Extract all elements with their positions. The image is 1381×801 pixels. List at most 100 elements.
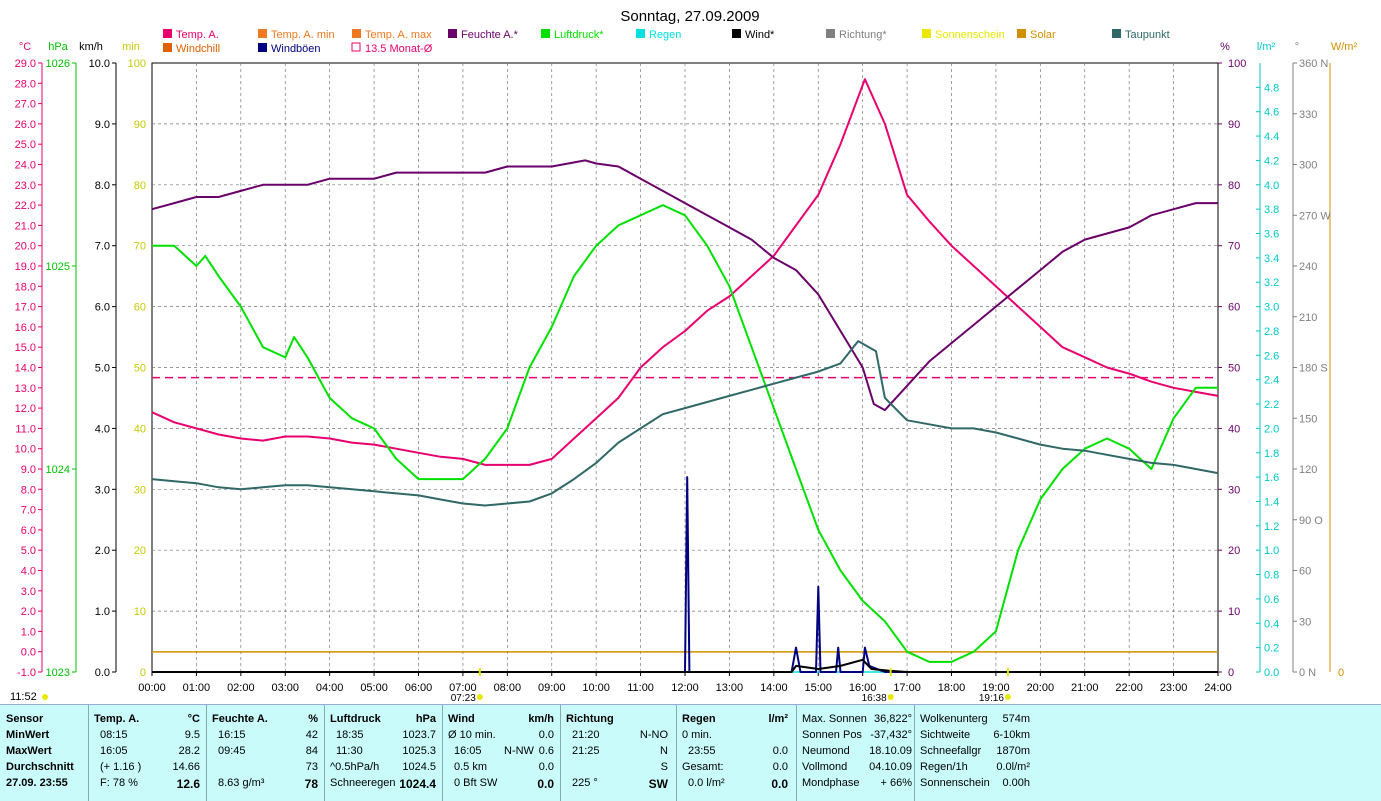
sun-tick-label: 0 <box>140 667 146 679</box>
stats-header: Sensor <box>6 713 44 725</box>
stats-cell: 0.0 <box>538 729 554 741</box>
temp-tick-label: 13.0 <box>15 383 36 395</box>
sun-tick-label: 80 <box>134 180 146 192</box>
legend-swatch <box>826 29 835 38</box>
time-tick-label: 21:00 <box>1071 682 1099 694</box>
time-tick-label: 23:00 <box>1160 682 1188 694</box>
legend-label: 13.5 Monat-Ø <box>365 43 433 55</box>
direction-tick-label: 180 S <box>1299 363 1328 375</box>
time-tick-label: 11:00 <box>627 682 654 694</box>
chart-axes: 29.0 28.0 27.0 26.0 25.0 24.0 23.0 22.0 21.0 20.0… <box>15 58 1345 694</box>
stats-cell: 23:55 <box>688 745 716 757</box>
stats-cell: 14.66 <box>172 761 200 773</box>
chart-legend: Temp. A. Temp. A. min Temp. A. max Feuchte … <box>163 29 1170 55</box>
temp-tick-label: -1.0 <box>17 667 36 679</box>
time-tick-label: 03:00 <box>271 682 299 694</box>
temp-tick-label: 15.0 <box>15 342 36 354</box>
series-line <box>152 204 1218 663</box>
temp-tick-label: 4.0 <box>21 566 36 578</box>
time-tick-label: 16:00 <box>849 682 877 694</box>
legend-label: Windböen <box>271 43 321 55</box>
legend-label: Windchill <box>176 43 220 55</box>
temp-tick-label: 29.0 <box>15 58 36 70</box>
direction-unit-label: ° <box>1295 41 1299 53</box>
legend-label: Temp. A. max <box>365 29 432 41</box>
stats-cell: -37,432° <box>870 729 912 741</box>
series-line <box>152 476 1218 673</box>
time-tick-label: 09:00 <box>538 682 566 694</box>
temp-tick-label: 8.0 <box>21 484 36 496</box>
direction-tick-label: 90 O <box>1299 515 1323 527</box>
rain-tick-label: 2.2 <box>1264 399 1279 411</box>
stats-header: Feuchte A. <box>212 713 268 725</box>
humidity-tick-label: 100 <box>1228 58 1246 70</box>
temp-unit-label: °C <box>19 41 31 53</box>
legend-swatch <box>636 29 645 38</box>
stats-cell: Vollmond <box>802 761 848 773</box>
stats-header: Luftdruck <box>330 713 381 725</box>
series-line <box>151 78 1219 466</box>
humidity-tick-label: 30 <box>1228 484 1240 496</box>
time-tick-label: 07:00 <box>449 682 477 694</box>
stats-cell: 21:20 <box>572 729 600 741</box>
wind-tick-label: 0.0 <box>95 667 110 679</box>
time-tick-label: 18:00 <box>938 682 966 694</box>
pressure-tick-label: 1025 <box>46 261 70 273</box>
legend-swatch <box>258 29 267 38</box>
stats-cell: 0.0 <box>772 745 788 757</box>
wind-tick-label: 10.0 <box>89 58 110 70</box>
wind-tick-label: 9.0 <box>95 119 110 131</box>
time-tick-label: 22:00 <box>1115 682 1143 694</box>
rain-tick-label: 3.4 <box>1264 253 1279 265</box>
rain-tick-label: 0.0 <box>1264 667 1279 679</box>
rain-tick-label: 3.8 <box>1264 204 1279 216</box>
stats-cell: 12.6 <box>176 777 200 791</box>
legend-label: Sonnenschein <box>935 29 1005 41</box>
temp-tick-label: 7.0 <box>21 505 36 517</box>
sun-icon <box>42 694 48 700</box>
legend-swatch <box>1017 29 1026 38</box>
temp-tick-label: 0.0 <box>21 647 36 659</box>
direction-tick-label: 240 <box>1299 261 1317 273</box>
time-tick-label: 01:00 <box>183 682 211 694</box>
temp-tick-label: 18.0 <box>15 281 36 293</box>
time-markers: 07:23 16:38 19:16 <box>451 668 1011 704</box>
temp-tick-label: 21.0 <box>15 220 36 232</box>
wind-tick-label: 5.0 <box>95 363 110 375</box>
rain-tick-label: 3.6 <box>1264 229 1279 241</box>
rain-tick-label: 4.2 <box>1264 155 1279 167</box>
stats-cell: 21:25 <box>572 745 600 757</box>
sun-tick-label: 30 <box>134 484 146 496</box>
stats-cell: 225 ° <box>572 777 598 789</box>
legend-swatch <box>732 29 741 38</box>
wind-tick-label: 7.0 <box>95 241 110 253</box>
time-tick-label: 15:00 <box>804 682 832 694</box>
series-line <box>151 159 1218 412</box>
stats-cell: 18.10.09 <box>869 745 912 757</box>
stats-cell: Schneefallgr <box>920 745 982 757</box>
temp-tick-label: 6.0 <box>21 525 36 537</box>
stats-cell: 0.5 km <box>454 761 488 773</box>
sun-tick-label: 20 <box>134 545 146 557</box>
stats-cell: 08:15 <box>100 729 128 741</box>
stats-cell: Mondphase <box>802 777 860 789</box>
sun-icon <box>1004 694 1011 700</box>
stats-misc-column: Wolkenunterg 574m Sichtweite 6-10km Schn… <box>920 709 1030 799</box>
stats-header: Wind <box>448 713 475 725</box>
stats-cell: N-NO <box>639 729 668 741</box>
temp-tick-label: 23.0 <box>15 180 36 192</box>
time-marker-label: 16:38 <box>862 693 887 704</box>
humidity-tick-label: 0 <box>1228 667 1234 679</box>
temp-tick-label: 5.0 <box>21 545 36 557</box>
sun-icon <box>476 694 483 700</box>
legend-label: Solar <box>1030 29 1056 41</box>
stats-cell: 1024.4 <box>399 777 436 791</box>
time-tick-label: 06:00 <box>405 682 433 694</box>
stats-cell: 1870m <box>996 745 1030 757</box>
stats-cell: 78 <box>304 777 318 791</box>
direction-tick-label: 60 <box>1299 566 1311 578</box>
rain-tick-label: 2.4 <box>1264 375 1279 387</box>
direction-tick-label: 0 N <box>1299 667 1316 679</box>
stats-header: Temp. A. <box>94 713 140 725</box>
stats-cell: 18:35 <box>336 729 364 741</box>
